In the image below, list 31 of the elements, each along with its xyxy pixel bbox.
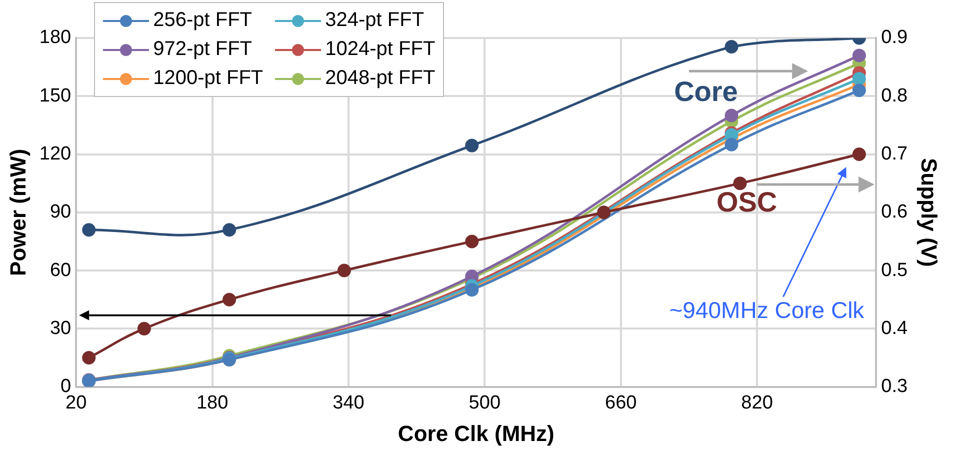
legend-label: 324-pt FFT — [325, 8, 424, 33]
x-tick-label: 820 — [741, 392, 773, 414]
y2-axis-title: Supply (V) — [916, 158, 942, 267]
series-label: OSC — [716, 186, 778, 218]
y2-tick-label: 0.9 — [881, 27, 908, 48]
legend-label: 1024-pt FFT — [325, 37, 436, 62]
y2-tick-label: 0.8 — [881, 85, 908, 106]
series-label: Core — [674, 76, 738, 107]
y2-tick-label: 0.4 — [881, 318, 908, 339]
y-tick-label: 150 — [39, 85, 72, 106]
annotation: ~940MHz Core Clk — [669, 297, 865, 324]
x-tick-label: 20 — [66, 392, 87, 414]
x-tick-label: 660 — [604, 392, 637, 414]
y-tick-label: 60 — [50, 260, 72, 281]
y-tick-label: 90 — [50, 202, 72, 223]
y-tick-label: 120 — [39, 144, 72, 164]
y2-tick-label: 0.3 — [881, 376, 908, 398]
x-tick-label: 340 — [332, 392, 364, 414]
legend-label: 2048-pt FFT — [325, 66, 436, 91]
y-axis-title: Power (mW) — [5, 148, 30, 276]
legend-label: 1200-pt FFT — [153, 66, 264, 91]
y2-tick-label: 0.7 — [881, 144, 908, 164]
x-tick-label: 180 — [196, 392, 228, 414]
y-tick-label: 30 — [50, 318, 72, 339]
legend-label: 256-pt FFT — [153, 8, 252, 33]
y2-tick-label: 0.6 — [881, 202, 908, 223]
legend-label: 972-pt FFT — [153, 37, 252, 62]
x-tick-label: 500 — [468, 392, 501, 414]
y2-tick-label: 0.5 — [881, 260, 908, 281]
x-axis-title: Core Clk (MHz) — [398, 420, 554, 446]
y-tick-label: 180 — [39, 27, 72, 48]
